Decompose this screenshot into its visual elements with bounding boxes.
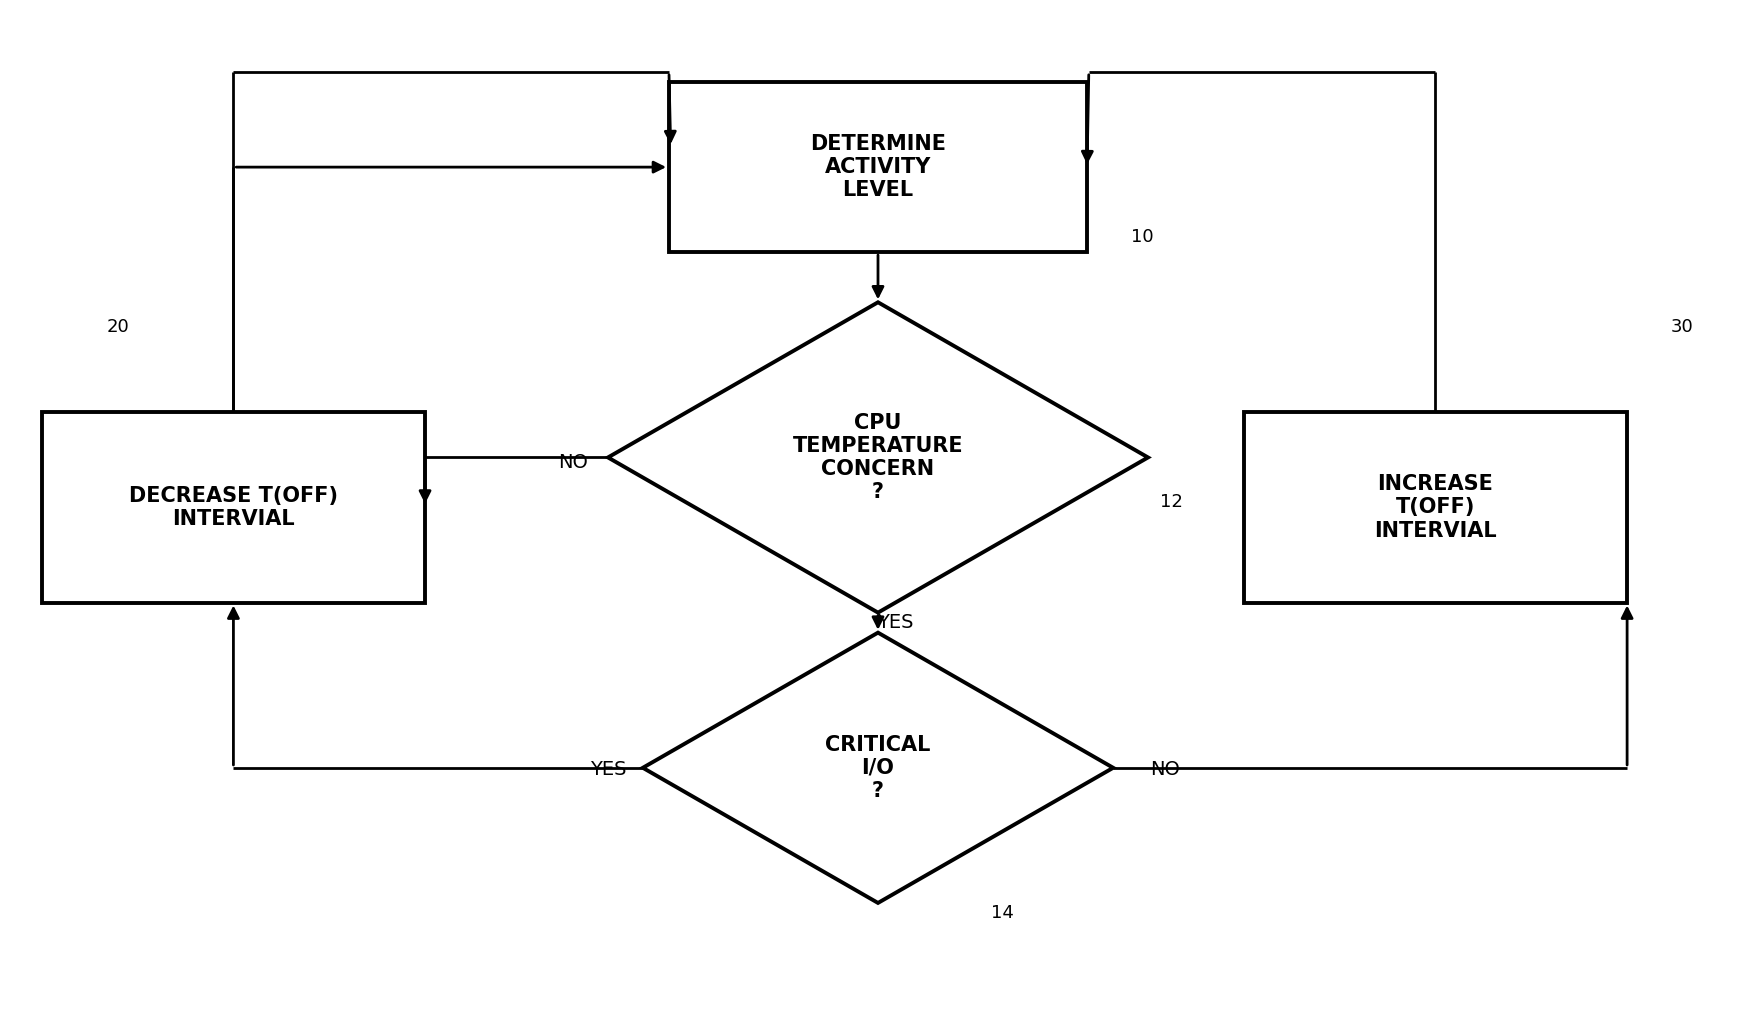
Text: 12: 12 (1160, 493, 1183, 512)
Text: 10: 10 (1130, 228, 1153, 247)
Text: DECREASE T(OFF)
INTERVIAL: DECREASE T(OFF) INTERVIAL (128, 486, 337, 529)
Polygon shape (607, 302, 1148, 613)
Text: 30: 30 (1669, 319, 1692, 336)
Text: YES: YES (878, 613, 913, 632)
Text: YES: YES (590, 760, 627, 780)
Text: 14: 14 (990, 904, 1014, 922)
Text: 20: 20 (107, 319, 128, 336)
Text: CRITICAL
I/O
?: CRITICAL I/O ? (825, 735, 930, 801)
Text: NO: NO (1150, 760, 1179, 780)
Text: NO: NO (558, 453, 588, 472)
Polygon shape (642, 632, 1113, 903)
FancyBboxPatch shape (42, 412, 425, 603)
Text: DETERMINE
ACTIVITY
LEVEL: DETERMINE ACTIVITY LEVEL (809, 134, 946, 200)
Text: INCREASE
T(OFF)
INTERVIAL: INCREASE T(OFF) INTERVIAL (1374, 474, 1495, 541)
Text: CPU
TEMPERATURE
CONCERN
?: CPU TEMPERATURE CONCERN ? (792, 413, 963, 502)
FancyBboxPatch shape (1243, 412, 1627, 603)
FancyBboxPatch shape (669, 82, 1086, 252)
